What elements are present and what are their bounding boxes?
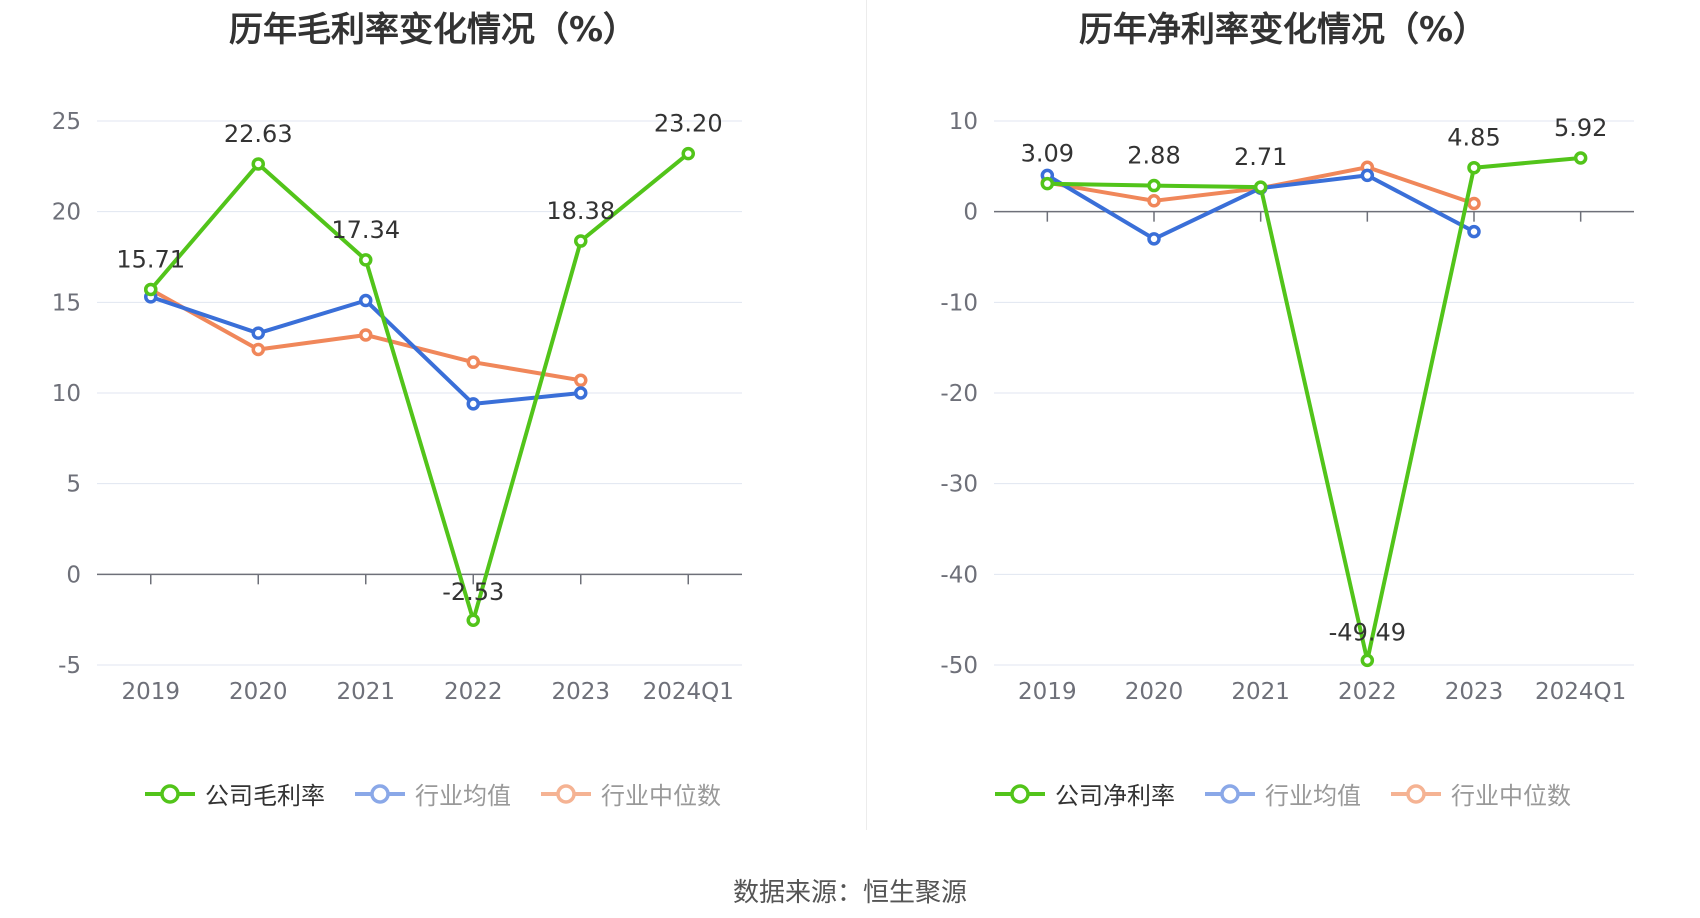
data-point bbox=[681, 146, 695, 161]
net-margin-chart: 10 0 -10 -20 -30 -40 -50 2019 2020 2021 2022 2023 20… bbox=[940, 109, 1634, 705]
x-tick-label: 2022 bbox=[444, 679, 503, 705]
data-label: -49.49 bbox=[1329, 618, 1406, 646]
data-label: 5.92 bbox=[1554, 114, 1607, 142]
data-label: 4.85 bbox=[1447, 124, 1500, 152]
series-line-1 bbox=[150, 295, 582, 406]
data-label: 3.09 bbox=[1021, 140, 1074, 168]
legend-item[interactable]: 行业均值 bbox=[1205, 776, 1361, 811]
legend-swatch-icon bbox=[541, 783, 591, 804]
y-tick-label: -30 bbox=[940, 472, 978, 498]
legend-swatch-icon bbox=[1391, 783, 1441, 804]
y-tick-label: -40 bbox=[940, 562, 978, 588]
data-point bbox=[251, 157, 265, 171]
legend-label: 行业均值 bbox=[415, 782, 511, 810]
gross-margin-chart-panel: 历年毛利率变化情况（%） 25 20 15 10 5 0 -5 2019 2020 2021 202… bbox=[0, 0, 866, 830]
legend-label: 公司净利率 bbox=[1055, 782, 1175, 810]
y-tick-label: 20 bbox=[52, 200, 81, 226]
gross-margin-chart: 25 20 15 10 5 0 -5 2019 2020 2021 2022 2023 2024Q1 15… bbox=[52, 109, 742, 705]
y-tick-label: 5 bbox=[66, 472, 81, 498]
series-line-0 bbox=[149, 152, 690, 623]
data-point bbox=[359, 328, 373, 342]
y-tick-label: 0 bbox=[963, 200, 978, 226]
data-label: 18.38 bbox=[546, 197, 615, 225]
data-label: 23.20 bbox=[654, 110, 723, 138]
data-point bbox=[1467, 224, 1481, 239]
data-label: 22.63 bbox=[224, 120, 293, 148]
data-point bbox=[1467, 196, 1481, 211]
data-point bbox=[1147, 232, 1161, 246]
data-label: 2.71 bbox=[1234, 143, 1287, 171]
legend-label: 行业中位数 bbox=[1451, 782, 1571, 810]
x-tick-label: 2024Q1 bbox=[1535, 679, 1626, 705]
legend-item[interactable]: 公司净利率 bbox=[995, 776, 1175, 811]
x-tick-label: 2023 bbox=[1445, 679, 1504, 705]
data-point bbox=[1360, 653, 1375, 668]
x-tick-label: 2021 bbox=[336, 679, 395, 705]
data-point bbox=[251, 326, 265, 340]
y-tick-label: -50 bbox=[940, 653, 978, 679]
legend-swatch-icon bbox=[1205, 783, 1255, 804]
legend-item[interactable]: 行业中位数 bbox=[1391, 776, 1571, 811]
data-point bbox=[1467, 160, 1481, 175]
data-point bbox=[1040, 176, 1055, 191]
data-point bbox=[1147, 194, 1161, 208]
x-tick-label: 2023 bbox=[551, 679, 610, 705]
chart-title: 历年毛利率变化情况（%） bbox=[228, 10, 638, 50]
data-label: 15.71 bbox=[116, 245, 185, 273]
y-tick-label: -5 bbox=[58, 653, 81, 679]
legend-swatch-icon bbox=[995, 783, 1045, 804]
legend-label: 行业均值 bbox=[1265, 782, 1361, 810]
y-tick-label: 25 bbox=[52, 109, 81, 135]
y-tick-label: 10 bbox=[52, 381, 81, 407]
data-point bbox=[1147, 178, 1161, 193]
data-label: 2.88 bbox=[1127, 142, 1180, 170]
data-label: -2.53 bbox=[442, 578, 504, 606]
data-point bbox=[1360, 168, 1375, 183]
y-tick-label: -20 bbox=[940, 381, 978, 407]
data-source-note: 数据来源：恒生聚源 bbox=[732, 878, 967, 908]
series-line-0 bbox=[1047, 156, 1581, 663]
legend-item[interactable]: 公司毛利率 bbox=[145, 776, 325, 811]
x-tick-label: 2020 bbox=[1125, 679, 1184, 705]
chart-legend: 公司净利率 行业均值 行业中位数 bbox=[866, 776, 1700, 811]
data-label: 17.34 bbox=[331, 216, 400, 244]
y-tick-label: 0 bbox=[66, 562, 81, 588]
panel-divider bbox=[866, 0, 867, 830]
data-point bbox=[466, 355, 480, 369]
data-point bbox=[466, 397, 480, 411]
legend-swatch-icon bbox=[355, 783, 405, 804]
data-point bbox=[251, 342, 265, 357]
data-point bbox=[1253, 180, 1268, 194]
data-point bbox=[144, 282, 158, 297]
legend-item[interactable]: 行业中位数 bbox=[541, 776, 721, 811]
chart-title: 历年净利率变化情况（%） bbox=[1078, 10, 1488, 50]
x-tick-label: 2024Q1 bbox=[643, 679, 734, 705]
x-tick-label: 2022 bbox=[1338, 679, 1397, 705]
data-point bbox=[1573, 151, 1588, 165]
data-point bbox=[574, 373, 588, 388]
y-tick-label: -10 bbox=[940, 290, 978, 316]
legend-swatch-icon bbox=[145, 783, 195, 804]
x-tick-label: 2019 bbox=[121, 679, 180, 705]
x-tick-label: 2019 bbox=[1018, 679, 1077, 705]
legend-label: 行业中位数 bbox=[601, 782, 721, 810]
y-tick-label: 10 bbox=[949, 109, 978, 135]
data-point bbox=[359, 253, 373, 267]
legend-label: 公司毛利率 bbox=[205, 782, 325, 810]
data-point bbox=[574, 234, 588, 248]
y-tick-label: 15 bbox=[52, 290, 81, 316]
x-tick-label: 2021 bbox=[1231, 679, 1290, 705]
x-tick-label: 2020 bbox=[229, 679, 288, 705]
data-point bbox=[359, 293, 373, 308]
data-point bbox=[466, 613, 480, 627]
legend-item[interactable]: 行业均值 bbox=[355, 776, 511, 811]
net-margin-chart-panel: 历年净利率变化情况（%） 10 0 -10 -20 -30 -40 -50 2019 2020 2… bbox=[866, 0, 1700, 830]
chart-legend: 公司毛利率 行业均值 行业中位数 bbox=[0, 776, 866, 811]
data-point bbox=[574, 386, 588, 400]
